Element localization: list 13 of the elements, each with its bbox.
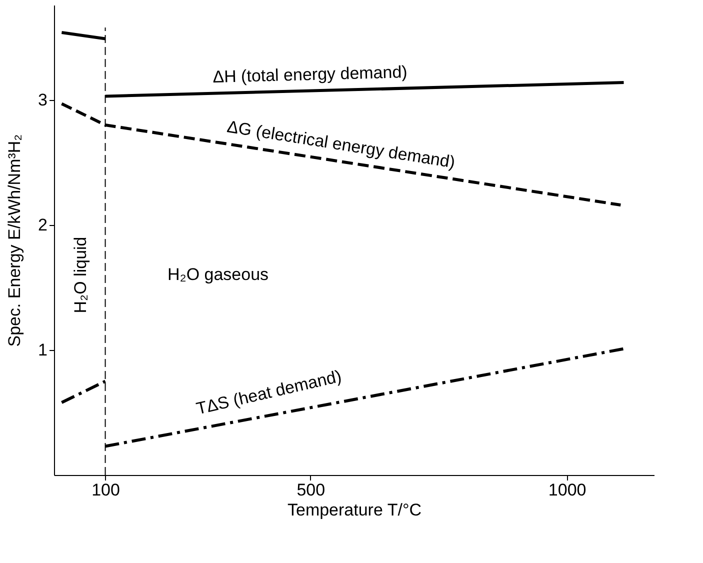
y-tick-label: 1 — [38, 340, 48, 360]
x-tick-label: 1000 — [548, 480, 586, 500]
annotation: ΔG (electrical energy demand) — [226, 117, 456, 172]
annotation: TΔS (heat demand) — [194, 366, 344, 418]
annotation: H₂O gaseous — [167, 265, 269, 284]
x-tick-label: 100 — [92, 480, 120, 500]
y-tick-label: 2 — [38, 216, 48, 234]
annotation: ΔH (total energy demand) — [212, 62, 408, 87]
y-tick-label: 3 — [38, 90, 48, 110]
x-axis-title: Temperature T/°C — [287, 500, 422, 520]
y-axis-title: Spec. Energy E/kWh/Nm³H₂ — [5, 134, 24, 347]
x-tick-label: 500 — [296, 480, 326, 500]
annotation: H₂O liquid — [71, 236, 90, 314]
